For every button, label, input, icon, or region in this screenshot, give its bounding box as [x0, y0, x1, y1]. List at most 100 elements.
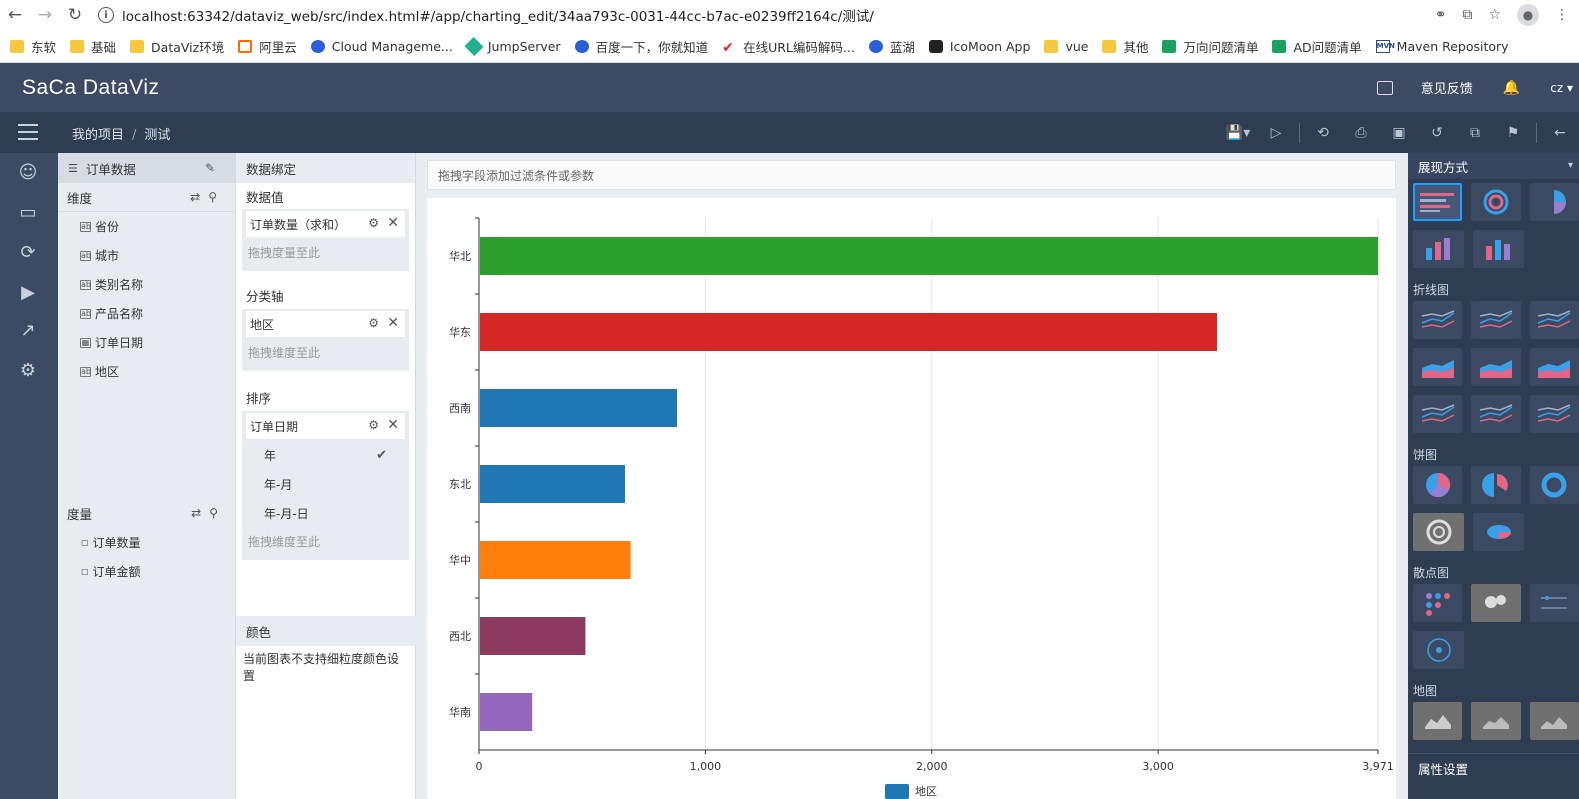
sort-chip[interactable]: 订单日期 ⚙ ✕	[246, 413, 405, 439]
bar[interactable]	[480, 465, 626, 503]
user-name[interactable]: cz	[1550, 80, 1564, 95]
donut-chart-thumb[interactable]	[1529, 466, 1579, 504]
axis-dropzone[interactable]: 地区 ⚙ ✕ 拖拽维度至此	[242, 309, 409, 371]
filter-dropzone[interactable]: 拖拽字段添加过滤条件或参数	[427, 160, 1396, 190]
user-menu[interactable]: cz ▾	[1550, 80, 1573, 95]
bookmark-item[interactable]: 东软	[10, 37, 56, 56]
bookmark-item[interactable]: Cloud Manageme...	[310, 39, 453, 54]
bookmark-item[interactable]: IcoMoon App	[928, 39, 1030, 54]
legend-label[interactable]: 地区	[915, 785, 937, 798]
legend-swatch[interactable]	[885, 784, 909, 799]
play-icon[interactable]: ▷	[1270, 124, 1282, 141]
print-icon[interactable]: ⎙	[1355, 124, 1367, 141]
value-chip[interactable]: 订单数量（求和） ⚙ ✕	[246, 211, 405, 237]
back-icon[interactable]: ←	[1554, 124, 1566, 141]
map-chart-thumb[interactable]	[1413, 702, 1463, 740]
save-icon[interactable]: 💾▾	[1225, 124, 1251, 141]
feedback-link[interactable]: 意见反馈	[1420, 82, 1473, 97]
edit-note-icon[interactable]	[1376, 80, 1393, 95]
scatter-line-thumb[interactable]	[1529, 584, 1579, 622]
rose-chart-thumb[interactable]	[1529, 183, 1579, 221]
map-chart3-thumb[interactable]	[1529, 702, 1579, 740]
line-cross-thumb[interactable]	[1413, 395, 1463, 433]
forward-arrow-icon[interactable]: →	[37, 5, 53, 25]
chart-icon[interactable]: ↗	[20, 320, 36, 341]
play-circle-icon[interactable]: ▶	[21, 282, 35, 303]
dimension-field[interactable]: ▦ 订单日期	[58, 328, 235, 357]
menu-icon[interactable]	[18, 124, 38, 140]
bar[interactable]	[480, 313, 1218, 351]
bookmark-item[interactable]: JumpServer	[464, 36, 561, 56]
pie-split-thumb[interactable]	[1471, 466, 1521, 504]
bookmark-item[interactable]: AD问题清单	[1272, 37, 1362, 56]
radial-chart-thumb[interactable]	[1471, 183, 1521, 221]
pie-chart-thumb[interactable]	[1413, 466, 1463, 504]
gear-icon[interactable]: ⚙	[368, 216, 379, 230]
bookmark-item[interactable]: 蓝湖	[868, 37, 915, 56]
sort-option[interactable]: 年 ✔	[246, 441, 405, 470]
bar[interactable]	[480, 237, 1378, 275]
bookmark-item[interactable]: 阿里云	[238, 37, 297, 56]
line-multi-thumb[interactable]	[1471, 301, 1521, 339]
tag-icon[interactable]: ⚑	[1506, 124, 1520, 141]
close-icon[interactable]: ✕	[387, 315, 399, 331]
polar-scatter-thumb[interactable]	[1413, 631, 1464, 669]
edit-dataset-icon[interactable]: ✎	[204, 161, 215, 175]
bar[interactable]	[480, 389, 678, 427]
bubble-chart-thumb[interactable]	[1471, 584, 1521, 622]
dimension-field[interactable]: ab 地区	[58, 357, 235, 386]
site-info-icon[interactable]: i	[98, 7, 114, 23]
sort-option[interactable]: 年-月-日	[246, 499, 405, 528]
gear-icon[interactable]: ⚙	[368, 316, 379, 330]
swap-icon[interactable]: ⇄	[190, 190, 209, 204]
bar-variant2-thumb[interactable]	[1473, 230, 1524, 268]
sort-dropzone[interactable]: 订单日期 ⚙ ✕ 年 ✔ 年-月 年-月-日 拖拽维度至此	[242, 411, 409, 560]
value-dropzone[interactable]: 订单数量（求和） ⚙ ✕ 拖拽度量至此	[242, 209, 409, 271]
gauge-chart-thumb[interactable]	[1413, 513, 1464, 551]
dimension-field[interactable]: ab 产品名称	[58, 299, 235, 328]
bar[interactable]	[480, 541, 631, 579]
bookmark-item[interactable]: 基础	[70, 37, 116, 56]
share-icon[interactable]: ⧉	[1470, 124, 1480, 141]
bell-icon[interactable]: 🔔	[1502, 79, 1521, 96]
map-chart2-thumb[interactable]	[1471, 702, 1521, 740]
bookmark-item[interactable]: DataViz环境	[130, 37, 224, 56]
measure-field[interactable]: ◇ 订单数量	[58, 528, 236, 557]
star-icon[interactable]: ☆	[1488, 7, 1501, 23]
history-icon[interactable]: ⟲	[1317, 124, 1329, 141]
scatter-chart-thumb[interactable]	[1413, 584, 1463, 622]
bookmark-item[interactable]: 百度一下，你就知道	[574, 37, 708, 56]
monitor-icon[interactable]: ▭	[19, 202, 37, 223]
axis-chip[interactable]: 地区 ⚙ ✕	[246, 311, 405, 337]
reload-icon[interactable]: ↻	[67, 5, 83, 25]
gallery-header[interactable]: 展现方式 ▾	[1408, 153, 1579, 179]
hbar-chart-thumb[interactable]	[1413, 183, 1463, 221]
app-logo[interactable]: SaCa DataViz	[22, 76, 160, 99]
dimension-field[interactable]: ab 城市	[58, 241, 235, 270]
cycle-icon[interactable]: ⟳	[20, 242, 36, 263]
measure-field[interactable]: ◇ 订单金额	[58, 557, 236, 586]
image-icon[interactable]: ▣	[1392, 124, 1406, 141]
bar[interactable]	[480, 693, 533, 731]
bar[interactable]	[480, 617, 586, 655]
line-grid-thumb[interactable]	[1529, 395, 1579, 433]
line-step-thumb[interactable]	[1529, 301, 1579, 339]
bookmark-item[interactable]: 万向问题清单	[1162, 37, 1258, 56]
pie3d-chart-thumb[interactable]	[1473, 513, 1524, 551]
profile-icon[interactable]: ●	[1517, 4, 1539, 26]
menu-dots-icon[interactable]: ⋮	[1555, 7, 1569, 23]
line-chart-thumb[interactable]	[1413, 301, 1463, 339]
sort-option[interactable]: 年-月	[246, 470, 405, 499]
search-icon[interactable]: ⚲	[209, 506, 226, 520]
chevron-down-icon[interactable]: ▾	[1567, 160, 1573, 171]
area-chart-thumb[interactable]	[1413, 348, 1463, 386]
key-icon[interactable]: ⚭	[1434, 7, 1447, 23]
gear-icon[interactable]: ⚙	[368, 418, 379, 432]
user-icon[interactable]: ☺	[18, 162, 38, 183]
breadcrumb-root[interactable]: 我的项目	[72, 128, 125, 143]
back-arrow-icon[interactable]: ←	[7, 5, 23, 25]
bookmark-item[interactable]: ✔ 在线URL编码解码...	[722, 37, 855, 56]
close-icon[interactable]: ✕	[387, 215, 399, 231]
search-icon[interactable]: ⚲	[208, 190, 225, 204]
settings-icon[interactable]: ⚙	[19, 360, 37, 381]
